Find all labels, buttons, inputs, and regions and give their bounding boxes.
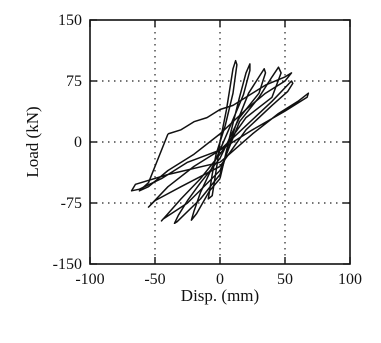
x-axis-label: Disp. (mm) (181, 286, 259, 305)
hysteresis-loop-3 (173, 68, 267, 225)
hysteresis-loop-5 (147, 80, 294, 208)
hysteresis-loop-6 (130, 92, 310, 192)
y-tick-label: -75 (61, 195, 82, 212)
axis-ticks (89, 19, 351, 265)
x-tick-label: -50 (144, 271, 165, 288)
x-tick-label: 0 (216, 271, 224, 288)
y-axis-label: Load (kN) (23, 106, 42, 177)
y-tick-label: 150 (58, 12, 82, 29)
x-tick-labels: -100 -50 0 50 100 (75, 271, 362, 288)
hysteresis-loop-7 (138, 72, 293, 192)
x-tick-label: 100 (338, 271, 362, 288)
y-tick-labels: -150 -75 0 75 150 (53, 12, 82, 273)
y-tick-label: 75 (66, 73, 82, 90)
hysteresis-loops (130, 59, 310, 225)
hysteresis-loop-1 (207, 59, 238, 200)
x-tick-label: -100 (75, 271, 104, 288)
y-tick-label: 0 (74, 134, 82, 151)
hysteresis-loop-4 (160, 66, 282, 222)
hysteresis-loop-2 (190, 63, 251, 221)
grid-lines (90, 20, 350, 264)
x-tick-label: 50 (277, 271, 293, 288)
y-tick-label: -150 (53, 256, 82, 273)
